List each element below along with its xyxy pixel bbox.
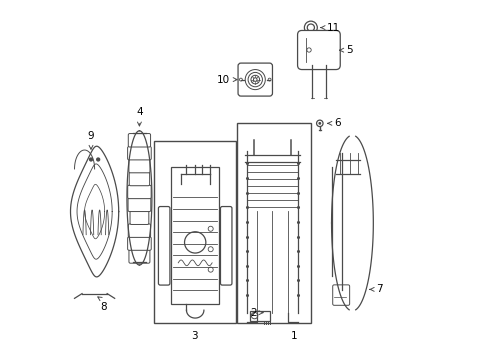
FancyBboxPatch shape [127, 147, 151, 160]
Text: 7: 7 [375, 284, 382, 294]
Text: 10: 10 [216, 75, 229, 85]
FancyBboxPatch shape [127, 185, 151, 199]
Text: 4: 4 [136, 107, 142, 117]
FancyBboxPatch shape [130, 211, 148, 225]
FancyBboxPatch shape [332, 285, 349, 305]
Bar [171, 167, 219, 304]
Text: 11: 11 [326, 23, 340, 33]
FancyBboxPatch shape [129, 172, 149, 186]
Text: 1: 1 [290, 331, 296, 341]
FancyBboxPatch shape [129, 250, 150, 263]
FancyBboxPatch shape [128, 134, 150, 147]
Bar [237, 123, 310, 323]
Text: 2: 2 [249, 308, 256, 318]
FancyBboxPatch shape [158, 207, 169, 285]
Text: 9: 9 [87, 131, 94, 141]
Text: 5: 5 [346, 45, 352, 55]
FancyBboxPatch shape [128, 224, 150, 237]
Text: 6: 6 [333, 118, 340, 128]
FancyBboxPatch shape [297, 31, 340, 69]
Text: 3: 3 [191, 331, 197, 341]
Text: 8: 8 [101, 302, 107, 312]
FancyBboxPatch shape [238, 63, 272, 96]
Circle shape [318, 122, 321, 125]
FancyBboxPatch shape [220, 207, 231, 285]
FancyBboxPatch shape [249, 311, 269, 320]
FancyBboxPatch shape [127, 237, 151, 250]
FancyBboxPatch shape [128, 198, 150, 212]
Bar [154, 140, 235, 323]
Circle shape [89, 158, 92, 161]
Circle shape [97, 158, 100, 161]
FancyBboxPatch shape [129, 159, 150, 173]
